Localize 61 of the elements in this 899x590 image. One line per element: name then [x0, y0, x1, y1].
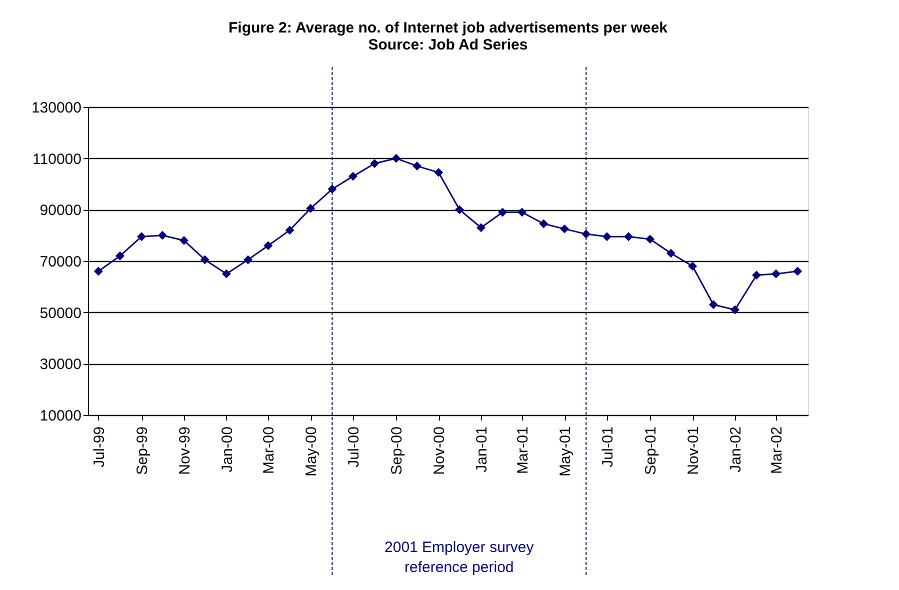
- point: [688, 262, 697, 271]
- y-tick-label: 110000: [32, 150, 82, 168]
- point: [158, 230, 167, 240]
- x-tick-label: Jan-00: [218, 426, 236, 472]
- x-tick-label: Sep-00: [388, 426, 406, 475]
- x-tick-label: May-01: [557, 426, 574, 477]
- point: [264, 241, 273, 250]
- x-tick-label: Mar-00: [260, 426, 278, 474]
- point: [285, 226, 294, 235]
- point: [222, 269, 231, 278]
- text: 2001 Employer survey reference period: [384, 539, 534, 576]
- point: [793, 266, 802, 276]
- y-tick-label: 70000: [40, 254, 82, 270]
- point: [582, 230, 591, 239]
- x-tick-label: Jul-99: [90, 426, 108, 468]
- point: [646, 234, 655, 244]
- chart-title: Figure 2: Average no. of Internet job advertisements per week: [228, 20, 668, 36]
- y-tick-label: 30000: [40, 356, 82, 374]
- x-tick-label: Jan-02: [727, 426, 744, 472]
- point: [708, 300, 718, 310]
- point: [348, 172, 358, 181]
- y-tick-label: 130000: [31, 100, 82, 116]
- point: [476, 223, 486, 232]
- point: [244, 255, 252, 264]
- x-tick-label: Mar-02: [768, 426, 786, 474]
- x-tick-label: Jul-01: [599, 426, 616, 468]
- chart-subtitle: Source: Job Ad Series: [368, 36, 528, 54]
- point: [539, 219, 548, 228]
- y-tick-label: 50000: [40, 304, 82, 322]
- point: [602, 232, 612, 242]
- point: [116, 251, 124, 260]
- point: [200, 255, 210, 264]
- point: [180, 236, 188, 245]
- point: [518, 208, 527, 217]
- point: [137, 232, 146, 242]
- point: [306, 204, 316, 213]
- point: [730, 305, 740, 314]
- x-tick-label: Sep-99: [134, 426, 152, 475]
- point: [560, 224, 569, 234]
- x-tick-label: Nov-00: [431, 426, 448, 475]
- point: [392, 154, 401, 163]
- point: [412, 162, 422, 171]
- point: [455, 205, 464, 214]
- x-tick-label: Sep-01: [642, 426, 660, 475]
- point: [328, 184, 337, 194]
- x-tick-label: Mar-01: [514, 426, 532, 474]
- point: [666, 248, 676, 258]
- x-tick-label: May-00: [303, 426, 320, 477]
- point: [624, 232, 633, 242]
- y-tick-label: 90000: [40, 202, 82, 220]
- x-tick-label: Jul-00: [346, 426, 363, 468]
- x-tick-label: Nov-01: [685, 426, 702, 475]
- point: [94, 266, 103, 276]
- x-tick-label: Nov-99: [176, 426, 194, 475]
- point: [772, 269, 780, 278]
- point: [752, 270, 761, 280]
- point: [498, 208, 508, 217]
- point: [434, 168, 444, 177]
- x-tick-label: Jan-01: [474, 426, 491, 472]
- point: [370, 158, 380, 168]
- y-tick-label: 10000: [40, 408, 82, 424]
